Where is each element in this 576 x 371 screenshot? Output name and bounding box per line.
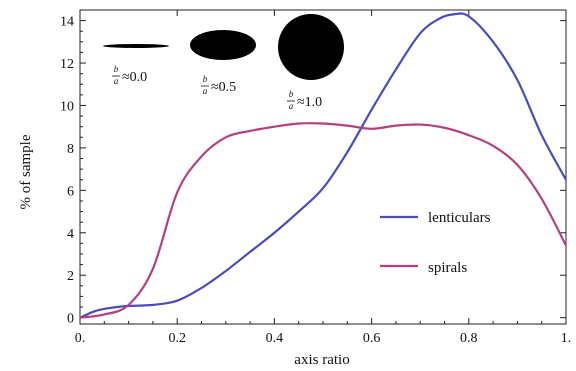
annotation-0-num: b — [114, 64, 119, 74]
axis-ratio-illustrations: b a ≈0.0 b a ≈0.5 b a ≈1.0 — [103, 14, 344, 111]
y-tick-label: 4 — [67, 227, 74, 242]
legend-label-lenticulars: lenticulars — [428, 210, 491, 226]
series-line-spirals — [79, 122, 567, 319]
flat-ellipse-shape — [103, 44, 169, 48]
y-tick-label: 2 — [67, 269, 74, 284]
annotation-2: b a ≈1.0 — [287, 89, 322, 111]
annotation-1-text: ≈0.5 — [211, 80, 236, 95]
annotation-2-den: a — [289, 101, 294, 111]
x-tick-label: 0.6 — [363, 331, 381, 346]
tick-group: 0. 0.2 0.4 0.6 0.8 1. 0 2 4 6 8 10 12 14 — [60, 10, 571, 346]
annotation-0: b a ≈0.0 — [112, 64, 147, 86]
annotation-1-den: a — [203, 86, 208, 96]
x-tick-label: 0.2 — [168, 331, 186, 346]
annotation-1: b a ≈0.5 — [201, 74, 236, 96]
annotation-1-num: b — [203, 74, 208, 84]
x-tick-label: 0. — [75, 331, 86, 346]
series-group — [79, 12, 567, 319]
y-tick-label: 8 — [67, 142, 74, 157]
annotation-0-den: a — [114, 76, 119, 86]
y-tick-label: 14 — [60, 15, 74, 30]
ellipse-shape — [190, 30, 256, 60]
y-axis-label: % of sample — [18, 134, 34, 209]
x-tick-label: 0.8 — [460, 331, 478, 346]
circle-shape — [278, 14, 344, 80]
annotation-0-text: ≈0.0 — [122, 70, 147, 85]
legend: lenticulars spirals — [380, 210, 491, 276]
y-tick-label: 6 — [67, 184, 74, 199]
legend-label-spirals: spirals — [428, 260, 467, 276]
y-tick-label: 12 — [60, 57, 74, 72]
x-axis-label: axis ratio — [294, 352, 349, 368]
series-line-lenticulars — [79, 12, 567, 319]
annotation-2-text: ≈1.0 — [297, 95, 322, 110]
x-tick-label: 1. — [561, 331, 572, 346]
x-tick-label: 0.4 — [266, 331, 284, 346]
y-tick-label: 10 — [60, 99, 74, 114]
annotation-2-num: b — [289, 89, 294, 99]
y-tick-label: 0 — [67, 312, 74, 327]
